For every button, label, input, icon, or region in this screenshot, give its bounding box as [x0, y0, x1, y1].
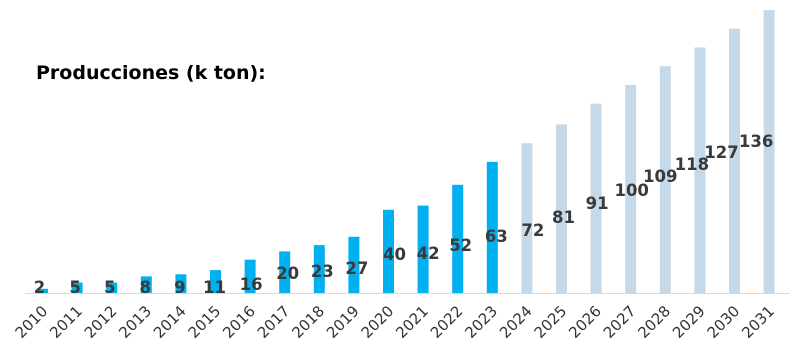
bar-2011	[71, 282, 83, 293]
value-label-2031: 136	[739, 132, 773, 151]
value-label-2014: 9	[174, 278, 185, 297]
bar-2010	[37, 288, 48, 293]
value-label-2023: 63	[485, 227, 508, 246]
bar-2020	[383, 209, 394, 293]
value-label-2011: 5	[69, 278, 80, 297]
bar-2031	[763, 10, 775, 293]
bar-2028	[659, 66, 671, 293]
bar-2026	[590, 103, 602, 293]
x-tick-label-2024: 2024	[496, 302, 536, 342]
x-tick-label-2026: 2026	[565, 302, 605, 342]
value-label-2012: 5	[104, 278, 115, 297]
bar-2029	[694, 47, 706, 293]
value-labels-group: 2 5 5 8 9 11 16 20 23 27 40 42 52 63 72 81 91 10010911812…	[34, 132, 774, 297]
value-label-2022: 52	[449, 236, 472, 255]
x-tick-label-2020: 2020	[358, 302, 398, 342]
x-tick-label-2018: 2018	[288, 302, 328, 342]
x-tick-label-2031: 2031	[738, 302, 778, 342]
value-label-2028: 109	[643, 167, 677, 186]
bar-2016	[244, 259, 256, 293]
x-tick-label-2011: 2011	[46, 302, 86, 342]
value-label-2015: 11	[203, 278, 226, 297]
bar-2027	[625, 84, 637, 294]
bar-2023	[486, 161, 498, 293]
value-label-2029: 118	[675, 155, 709, 174]
value-label-2024: 72	[521, 221, 544, 240]
x-tick-label-2016: 2016	[219, 302, 259, 342]
x-tick-label-2017: 2017	[254, 302, 294, 342]
value-label-2019: 27	[345, 259, 368, 278]
value-label-2010: 2	[34, 278, 45, 297]
x-tick-label-2010: 2010	[12, 302, 52, 342]
x-tick-label-2027: 2027	[600, 302, 640, 342]
x-tick-label-2022: 2022	[427, 302, 467, 342]
bar-2022	[452, 184, 464, 293]
x-tick-label-2015: 2015	[185, 302, 225, 342]
bar-2024	[521, 143, 533, 293]
x-tick-label-2029: 2029	[669, 302, 709, 342]
value-label-2016: 16	[240, 275, 263, 294]
value-label-2030: 127	[704, 143, 738, 162]
bar-2018	[313, 245, 325, 293]
x-tick-label-2023: 2023	[461, 302, 501, 342]
x-tick-label-2014: 2014	[150, 302, 190, 342]
value-label-2026: 91	[586, 194, 609, 213]
bar-2012	[106, 282, 118, 293]
value-label-2018: 23	[311, 262, 334, 281]
bar-2021	[417, 205, 429, 293]
value-label-2021: 42	[417, 244, 440, 263]
value-label-2017: 20	[276, 264, 299, 283]
x-tick-label-2030: 2030	[704, 302, 744, 342]
x-tick-label-2013: 2013	[115, 302, 155, 342]
x-tick-label-2012: 2012	[81, 302, 121, 342]
bars-group	[37, 10, 775, 294]
value-label-2013: 8	[140, 278, 151, 297]
bar-2017	[279, 251, 291, 293]
bar-2015	[210, 270, 221, 293]
bar-2013	[140, 276, 152, 293]
x-tick-label-2025: 2025	[531, 302, 571, 342]
bar-2014	[175, 274, 187, 293]
year-labels-group: 2010201120122013201420152016201720182019…	[12, 302, 778, 342]
bar-2019	[348, 236, 360, 293]
bar-2025	[556, 124, 567, 294]
chart-title: Producciones (k ton):	[36, 62, 266, 84]
x-tick-label-2028: 2028	[634, 302, 674, 342]
value-label-2025: 81	[552, 208, 575, 227]
value-label-2020: 40	[383, 245, 406, 264]
x-tick-label-2019: 2019	[323, 302, 363, 342]
bar-2030	[729, 28, 740, 293]
x-tick-label-2021: 2021	[392, 302, 432, 342]
value-label-2027: 100	[614, 181, 648, 200]
